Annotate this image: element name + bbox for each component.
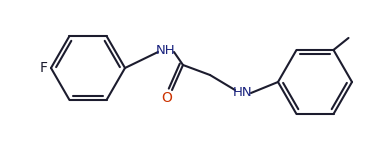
Text: F: F [40,61,48,75]
Text: NH: NH [156,44,176,57]
Text: HN: HN [233,86,253,100]
Text: O: O [161,91,173,105]
